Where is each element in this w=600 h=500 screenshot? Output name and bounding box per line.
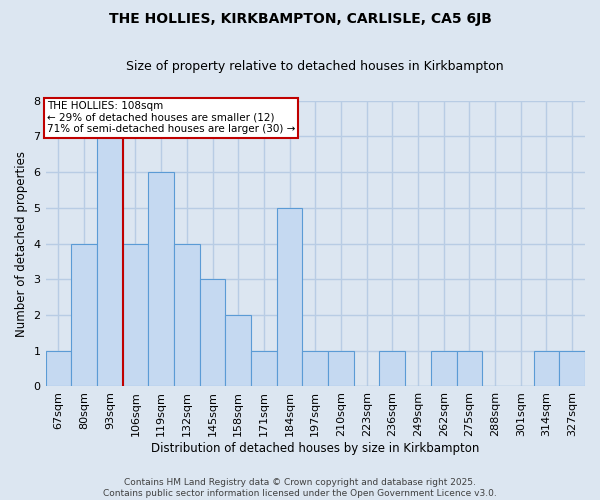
Bar [533,350,559,386]
Bar [174,244,200,386]
Y-axis label: Number of detached properties: Number of detached properties [15,150,28,336]
Text: THE HOLLIES, KIRKBAMPTON, CARLISLE, CA5 6JB: THE HOLLIES, KIRKBAMPTON, CARLISLE, CA5 … [109,12,491,26]
Bar [277,208,302,386]
Bar [97,136,122,386]
Text: Contains HM Land Registry data © Crown copyright and database right 2025.
Contai: Contains HM Land Registry data © Crown c… [103,478,497,498]
Bar [457,350,482,386]
Bar [559,350,585,386]
Bar [431,350,457,386]
Bar [46,350,71,386]
Bar [328,350,354,386]
Text: THE HOLLIES: 108sqm
← 29% of detached houses are smaller (12)
71% of semi-detach: THE HOLLIES: 108sqm ← 29% of detached ho… [47,102,295,134]
X-axis label: Distribution of detached houses by size in Kirkbampton: Distribution of detached houses by size … [151,442,479,455]
Bar [71,244,97,386]
Bar [302,350,328,386]
Title: Size of property relative to detached houses in Kirkbampton: Size of property relative to detached ho… [127,60,504,73]
Bar [200,279,226,386]
Bar [148,172,174,386]
Bar [226,315,251,386]
Bar [379,350,405,386]
Bar [251,350,277,386]
Bar [122,244,148,386]
